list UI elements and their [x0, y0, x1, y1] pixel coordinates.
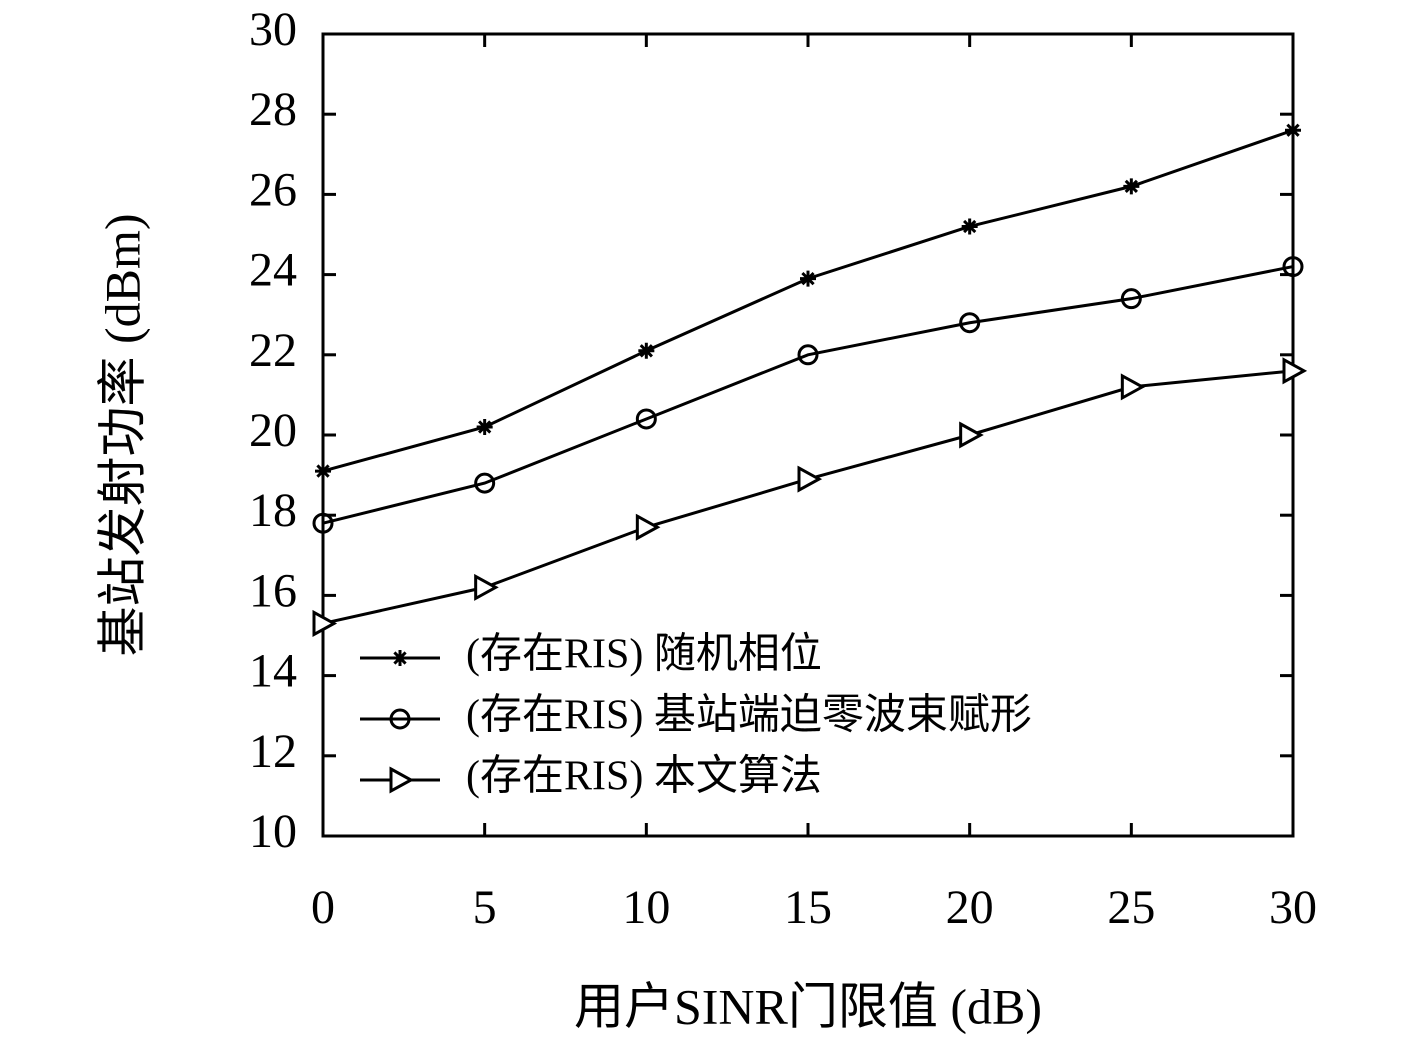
x-tick-label: 20	[946, 881, 994, 934]
series-line	[322, 369, 1294, 625]
marker	[474, 472, 496, 494]
y-tick-label: 18	[249, 484, 297, 537]
y-tick-label: 30	[249, 3, 297, 56]
y-tick-label: 10	[249, 805, 297, 858]
x-tick-label: 10	[622, 881, 670, 934]
marker	[959, 312, 981, 334]
series-line	[322, 265, 1294, 525]
y-tick-label: 12	[249, 725, 297, 778]
legend-text: (存在RIS) 基站端迫零波束赋形	[466, 693, 1032, 739]
marker	[312, 609, 338, 638]
marker	[961, 218, 978, 235]
marker	[476, 418, 493, 435]
marker	[312, 512, 334, 534]
legend-text: (存在RIS) 本文算法	[466, 753, 822, 800]
y-tick-label: 20	[249, 404, 297, 457]
y-tick-label: 14	[249, 645, 297, 698]
x-tick-label: 5	[473, 881, 497, 934]
marker	[797, 465, 823, 493]
x-tick-label: 25	[1107, 881, 1155, 934]
marker	[797, 344, 819, 366]
marker	[1282, 256, 1304, 278]
series-line	[322, 128, 1294, 473]
marker	[1282, 357, 1308, 385]
marker	[635, 513, 661, 541]
x-tick-label: 30	[1269, 881, 1317, 934]
marker	[1120, 288, 1142, 310]
y-axis-label: 基站发射功率 (dBm)	[94, 213, 150, 656]
x-tick-label: 15	[784, 881, 832, 934]
legend-text: (存在RIS) 随机相位	[466, 631, 822, 678]
marker	[474, 573, 499, 601]
y-tick-label: 24	[249, 244, 297, 297]
marker	[638, 342, 655, 359]
marker	[800, 270, 816, 287]
y-tick-label: 16	[249, 564, 297, 617]
marker	[635, 408, 657, 430]
marker	[959, 421, 984, 449]
x-tick-label: 0	[311, 881, 335, 934]
legend-marker	[389, 766, 415, 794]
legend-marker	[392, 650, 408, 666]
y-tick-label: 22	[249, 324, 297, 377]
y-tick-label: 28	[249, 83, 297, 136]
marker	[1120, 373, 1146, 401]
x-axis-label: 用户SINR门限值 (dB)	[574, 978, 1042, 1034]
y-tick-label: 26	[249, 163, 297, 216]
marker	[315, 463, 331, 480]
legend-marker	[389, 708, 411, 730]
marker	[1285, 122, 1301, 139]
marker	[1123, 178, 1140, 195]
